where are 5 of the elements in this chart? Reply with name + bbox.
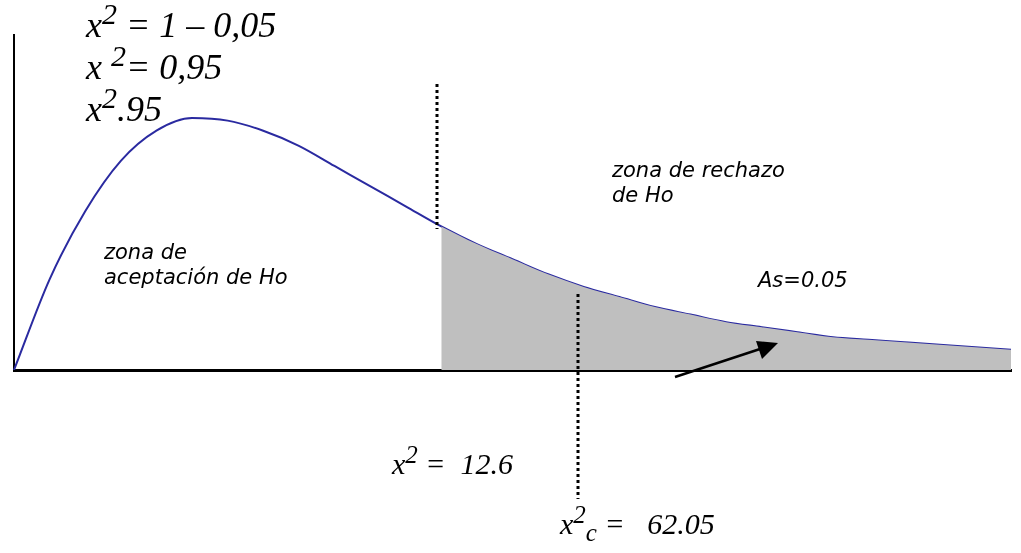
text: x$^{2}$$_{c}$ = 62.05 <box>560 500 715 548</box>
annotation: zona de aceptación de Ho <box>104 240 289 291</box>
annotation: As=0.05 <box>758 268 848 294</box>
text: x$^{2}$ = 12.6 <box>392 440 514 482</box>
annotation: zona de rechazo de Ho <box>612 158 786 209</box>
